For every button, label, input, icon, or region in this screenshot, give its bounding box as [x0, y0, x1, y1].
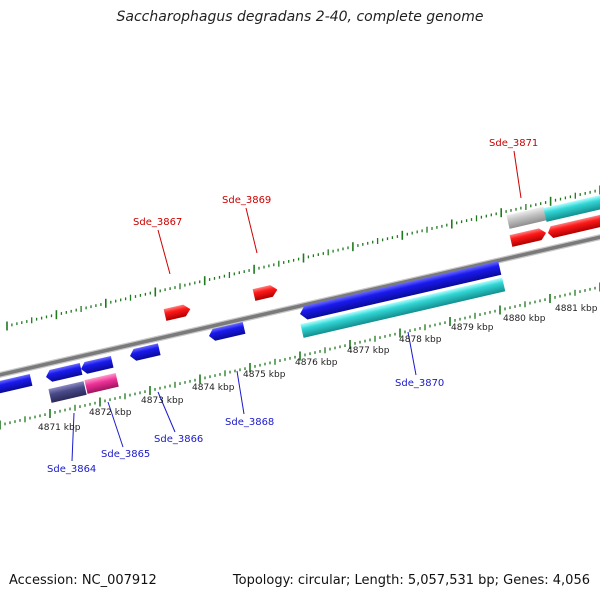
- genome-backbone: [0, 234, 600, 378]
- gene-label-sde-3871[interactable]: Sde_3871: [489, 138, 538, 149]
- leader-line-sde-3870: [407, 331, 417, 376]
- gene-label-sde-3865[interactable]: Sde_3865: [101, 449, 150, 460]
- gene-sde-3865-blue[interactable]: [80, 355, 114, 375]
- accession-text: Accession: NC_007912: [9, 573, 157, 588]
- gene-sde-3868[interactable]: [208, 322, 246, 342]
- gene-sde-3869[interactable]: [252, 284, 279, 301]
- leader-line-sde-3866: [157, 391, 176, 433]
- gene-sde-3864-blue[interactable]: [45, 363, 83, 383]
- kbp-label: 4879 kbp: [451, 323, 494, 333]
- gene-label-sde-3870[interactable]: Sde_3870: [395, 378, 444, 389]
- kbp-label: 4880 kbp: [503, 314, 546, 324]
- leader-line-sde-3867: [157, 229, 171, 275]
- gene-sde-3867[interactable]: [163, 303, 192, 321]
- kbp-label: 4874 kbp: [192, 383, 235, 393]
- gene-sde-3866[interactable]: [129, 343, 161, 361]
- kbp-label: 4878 kbp: [399, 335, 442, 345]
- kbp-label: 4875 kbp: [243, 370, 286, 380]
- gene-red-right-b[interactable]: [547, 213, 600, 239]
- gene-sde-3864[interactable]: [48, 381, 87, 403]
- gene-red-right-a[interactable]: [509, 227, 548, 247]
- kbp-label: 4877 kbp: [347, 346, 390, 356]
- gene-label-sde-3864[interactable]: Sde_3864: [47, 464, 96, 475]
- leader-line-sde-3871: [513, 150, 522, 199]
- genome-summary-text: Topology: circular; Length: 5,057,531 bp…: [232, 573, 590, 588]
- tick-track-bottom: [0, 282, 600, 430]
- kbp-label: 4876 kbp: [295, 358, 338, 368]
- kbp-label: 4873 kbp: [141, 396, 184, 406]
- gene-label-sde-3869[interactable]: Sde_3869: [222, 195, 271, 206]
- map-title: Saccharophagus degradans 2-40, complete …: [116, 9, 484, 25]
- gene-sde-3870-blue[interactable]: [298, 261, 502, 321]
- leader-line-sde-3869: [245, 207, 258, 254]
- gene-sde-3871-grey[interactable]: [506, 206, 547, 229]
- gene-sde-3870[interactable]: [300, 277, 506, 338]
- gene-label-sde-3868[interactable]: Sde_3868: [225, 417, 274, 428]
- gene-label-sde-3866[interactable]: Sde_3866: [154, 434, 203, 445]
- gene-sde-3865[interactable]: [84, 372, 119, 394]
- leader-line-sde-3864: [71, 412, 75, 462]
- kbp-label: 4881 kbp: [555, 304, 598, 314]
- gene-label-sde-3867[interactable]: Sde_3867: [133, 217, 182, 228]
- tick-track-top: [6, 185, 600, 331]
- leader-line-sde-3868: [236, 370, 245, 415]
- gene-sde-3871[interactable]: [543, 192, 600, 222]
- gene-blue-left-edge[interactable]: [0, 374, 33, 394]
- leader-line-sde-3865: [107, 401, 124, 448]
- kbp-label: 4872 kbp: [89, 408, 132, 418]
- kbp-label: 4871 kbp: [38, 423, 81, 433]
